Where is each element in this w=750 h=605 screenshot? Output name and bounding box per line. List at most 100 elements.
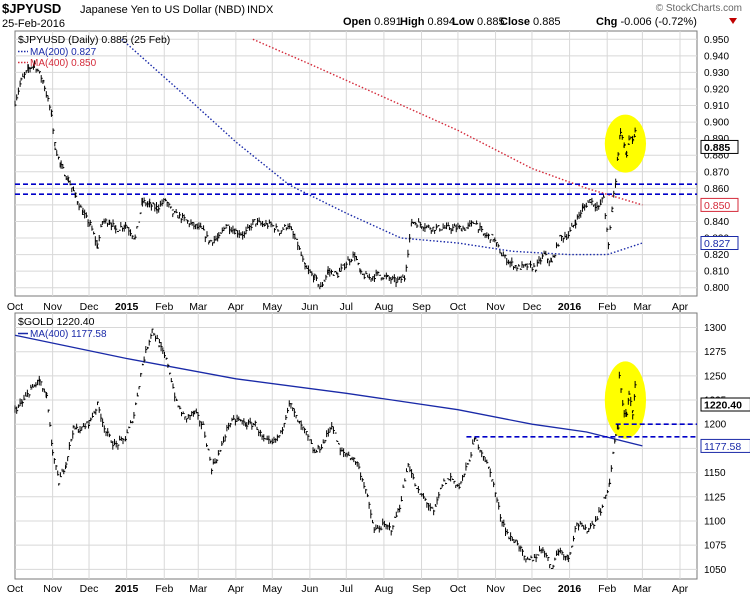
y-tick-label: 0.800 (704, 283, 729, 294)
x-tick-label: Mar (189, 583, 208, 595)
ohlc-label: Open (343, 16, 371, 28)
gold-highlight-circle (604, 361, 647, 439)
y-tick-label: 1250 (704, 371, 727, 382)
jpyusd-price-series (14, 60, 637, 290)
gold-grid (15, 313, 697, 579)
symbol-description: Japanese Yen to US Dollar (NBD) (80, 4, 245, 16)
ohlc-value: 0.891 (371, 16, 402, 28)
x-tick-label: Apr (228, 583, 245, 595)
x-tick-label: Jul (340, 301, 353, 313)
jpyusd-x-axis: Oct Nov Dec 2015 Feb Mar Apr May Jun Jul Aug Sep Oct… (7, 301, 689, 313)
jpyusd-panel: 0.8000.8100.8200.8300.8400.8500.8600.870… (7, 30, 739, 313)
ohlc-value: 0.885 (530, 16, 561, 28)
ohlc-value: 0.885 (474, 16, 505, 28)
x-tick-label: Sep (412, 301, 431, 313)
x-tick-label: Dec (523, 301, 542, 313)
x-tick-label: Jun (301, 583, 318, 595)
x-tick-label: Nov (43, 583, 62, 595)
x-tick-label: Aug (375, 301, 394, 313)
x-tick-label: Dec (80, 583, 99, 595)
gold-panel: 1050107511001125115011751200122512501275… (7, 312, 750, 595)
x-tick-label: Feb (155, 583, 173, 595)
ohlc-label: Low (452, 16, 474, 28)
gold-y-axis: 1050107511001125115011751200122512501275… (700, 323, 750, 576)
y-tick-label: 0.820 (704, 250, 729, 261)
x-tick-label: Mar (633, 583, 652, 595)
x-tick-label: May (262, 583, 283, 595)
ohlc-value: 0.894 (424, 16, 455, 28)
jpyusd-moving-averages (121, 38, 643, 256)
gold-price-series (14, 328, 637, 569)
gold-plot-frame (14, 312, 698, 580)
jpyusd-grid (15, 31, 697, 296)
y-tick-label: 0.910 (704, 101, 729, 112)
jpyusd-y-axis: 0.8000.8100.8200.8300.8400.8500.8600.870… (700, 35, 739, 294)
x-tick-label: May (262, 301, 283, 313)
value-label-box (700, 139, 739, 154)
x-tick-label: Sep (412, 583, 431, 595)
x-tick-label: Feb (155, 301, 173, 313)
x-tick-label: Aug (375, 583, 394, 595)
y-tick-label: 0.940 (704, 51, 729, 62)
x-tick-label: Nov (486, 301, 505, 313)
ohlc-low: Low 0.885 (452, 16, 505, 28)
y-tick-label: 0.840 (704, 217, 729, 228)
x-tick-label: Mar (189, 301, 208, 313)
y-tick-label: 0.870 (704, 167, 729, 178)
x-tick-label: Mar (633, 301, 652, 313)
y-tick-label: 1150 (704, 468, 726, 479)
x-tick-label: 2016 (558, 583, 582, 595)
x-tick-label: 2016 (558, 301, 582, 313)
y-tick-label: 0.890 (704, 134, 729, 145)
x-tick-label: Feb (598, 583, 616, 595)
value-label: 0.850 (704, 200, 730, 212)
legend-label: MA(200) 0.827 (30, 47, 97, 58)
jpyusd-highlight-circle (604, 114, 647, 173)
gold-moving-average (14, 334, 643, 447)
symbol-label: $JPYUSD (2, 1, 61, 16)
exchange-label: INDX (247, 4, 274, 16)
x-tick-label: Nov (486, 583, 505, 595)
gold-x-axis: Oct Nov Dec 2015 Feb Mar Apr May Jun Jul Aug Sep Oct… (7, 583, 689, 595)
y-tick-label: 0.950 (704, 35, 729, 46)
y-tick-label: 0.810 (704, 267, 729, 278)
y-tick-label: 0.900 (704, 118, 729, 129)
down-arrow-icon (729, 18, 737, 24)
x-tick-label: 2015 (115, 583, 139, 595)
ohlc-label: High (400, 16, 425, 28)
value-label: 0.885 (704, 142, 730, 154)
value-label: 0.827 (704, 238, 730, 250)
y-tick-label: 1275 (704, 347, 727, 358)
chart-title: $GOLD 1220.40 (18, 316, 95, 328)
x-tick-label: Apr (672, 301, 689, 313)
ohlc-close: Close 0.885 (500, 16, 561, 28)
value-label-box (700, 197, 739, 212)
ohlc-high: High 0.894 (400, 16, 455, 28)
value-label-box (700, 438, 750, 453)
x-tick-label: Feb (598, 301, 616, 313)
ohlc-open: Open 0.891 (343, 16, 402, 28)
x-tick-label: Jun (301, 301, 318, 313)
jpyusd-plot-frame (14, 30, 698, 297)
value-label-box (700, 397, 750, 412)
x-tick-label: Jul (340, 583, 353, 595)
value-label: 1220.40 (704, 400, 742, 412)
ohlc-chg: Chg -0.006 (-0.72%) (596, 16, 697, 28)
y-tick-label: 0.860 (704, 184, 729, 195)
x-tick-label: Apr (672, 583, 689, 595)
x-tick-label: Oct (450, 301, 466, 313)
highlight-ellipse (604, 114, 647, 173)
x-tick-label: Oct (7, 583, 23, 595)
ma400-line (252, 38, 643, 206)
y-tick-label: 1300 (704, 323, 727, 334)
value-label: 1177.58 (704, 441, 741, 453)
legend-label: MA(400) 0.850 (30, 58, 97, 69)
legend-label: MA(400) 1177.58 (30, 329, 107, 340)
y-tick-label: 0.930 (704, 68, 729, 79)
x-tick-label: Dec (80, 301, 99, 313)
x-tick-label: Dec (523, 583, 542, 595)
x-tick-label: Oct (7, 301, 23, 313)
x-tick-label: Apr (228, 301, 245, 313)
